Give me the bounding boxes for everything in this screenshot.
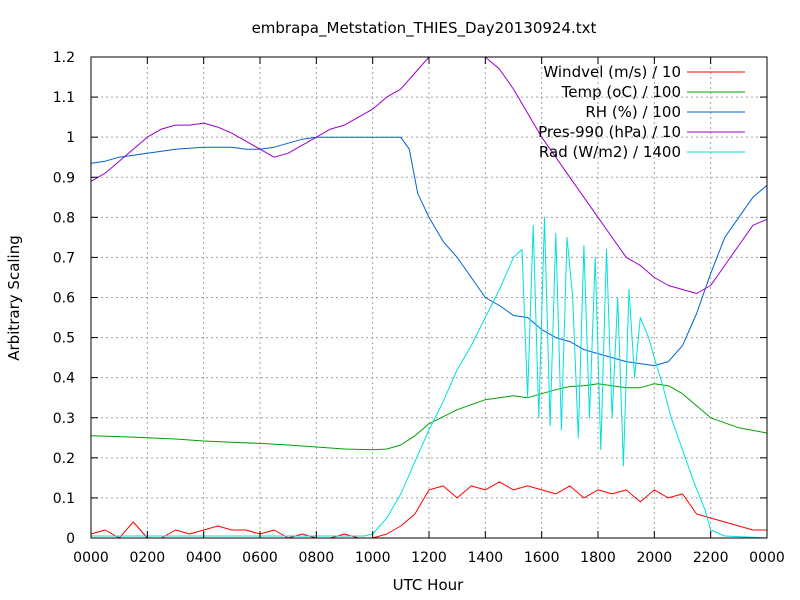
x-tick-label: 1800 [580,550,616,566]
ticks [90,56,768,539]
x-axis-label: UTC Hour [393,576,464,594]
x-tick-label: 2200 [693,550,729,566]
y-tick-label: 1 [66,130,75,146]
x-tick-label: 1200 [411,550,447,566]
x-tick-label: 0800 [299,550,335,566]
legend: Windvel (m/s) / 10 Temp (oC) / 100 RH (%) … [538,63,745,161]
y-tick-label: 0.4 [53,371,75,387]
y-tick-label: 0.3 [53,411,75,427]
x-tick-label: 1400 [468,550,504,566]
x-tick-label: 0600 [242,550,278,566]
y-tick-label: 0.6 [53,291,75,307]
y-tick-label: 1.1 [53,90,75,106]
y-tick-label: 1.2 [53,50,75,66]
x-tick-label: 1000 [355,550,391,566]
legend-label-3: RH (%) / 100 [585,103,681,121]
y-tick-label: 0.9 [53,170,75,186]
x-tick-label: 0000 [73,550,109,566]
grid [91,57,767,538]
x-tick-label: 0200 [130,550,166,566]
series-line-1 [90,481,767,539]
y-tick-label: 0.5 [53,331,75,347]
x-tick-label: 0400 [186,550,222,566]
y-tick-label: 0.2 [53,451,75,467]
series-line-5 [91,216,768,539]
series-line-2 [90,383,768,451]
y-tick-label: 0.8 [53,210,75,226]
x-tick-label: 0000 [749,550,785,566]
chart-title: embrapa_Metstation_THIES_Day20130924.txt [252,19,597,38]
tick-labels: 0000 0200 0400 0600 0800 1000 1200 1400 1600 1800… [53,50,785,566]
y-tick-label: 0.7 [53,250,75,266]
x-tick-label: 1600 [524,550,560,566]
series-layer [90,56,768,539]
legend-label-5: Rad (W/m2) / 1400 [539,143,681,161]
series-line-3 [90,136,768,367]
legend-label-2: Temp (oC) / 100 [561,83,681,101]
y-tick-label: 0 [66,531,75,547]
legend-label-1: Windvel (m/s) / 10 [543,63,681,81]
x-tick-label: 2000 [637,550,673,566]
legend-label-4: Pres-990 (hPa) / 10 [538,123,681,141]
y-tick-label: 0.1 [53,491,75,507]
y-axis-label: Arbitrary Scaling [5,235,23,361]
